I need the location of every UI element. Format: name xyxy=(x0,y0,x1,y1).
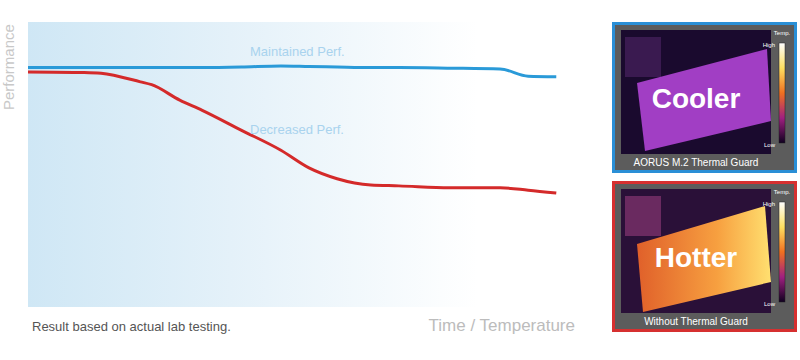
html-text:Result based on actual lab tes: Result based on actual lab testing. xyxy=(32,319,231,334)
svg-text:Temp.: Temp. xyxy=(774,30,791,36)
svg-text:Without Thermal Guard: Without Thermal Guard xyxy=(644,316,748,327)
html-text:Maintained Perf.: Maintained Perf. xyxy=(250,44,345,59)
svg-text:Low: Low xyxy=(764,142,776,148)
svg-text:High: High xyxy=(763,201,775,207)
svg-text:AORUS M.2 Thermal Guard: AORUS M.2 Thermal Guard xyxy=(634,157,759,168)
html-text:Time / Temperature: Time / Temperature xyxy=(428,316,575,335)
html-text:Performance: Performance xyxy=(0,24,17,110)
svg-text:Temp.: Temp. xyxy=(774,189,791,195)
svg-text:High: High xyxy=(763,42,775,48)
svg-text:Cooler: Cooler xyxy=(652,83,741,114)
html-text:Decreased Perf.: Decreased Perf. xyxy=(250,122,344,137)
svg-text:Hotter: Hotter xyxy=(655,242,738,273)
svg-text:Low: Low xyxy=(764,301,776,307)
